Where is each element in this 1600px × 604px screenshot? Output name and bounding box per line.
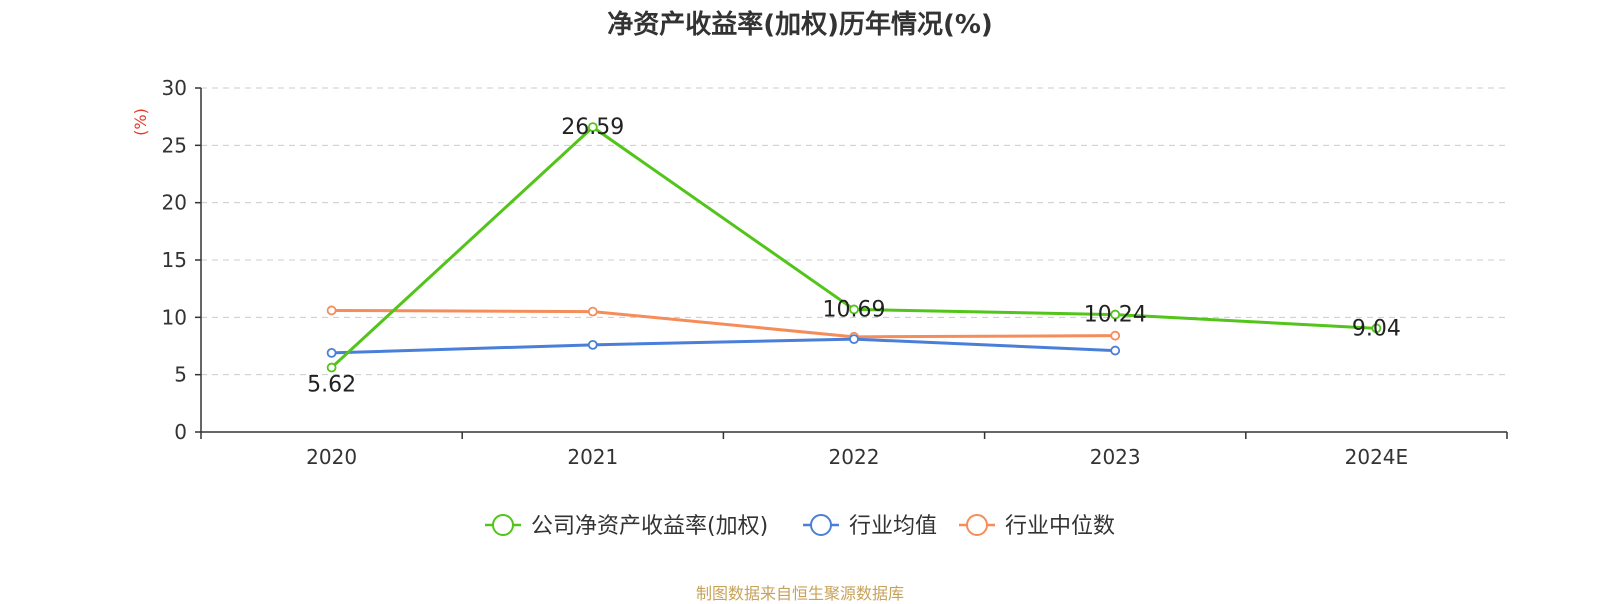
data-point[interactable] xyxy=(326,347,337,358)
y-tick-label: 15 xyxy=(162,248,187,272)
y-tick-label: 25 xyxy=(162,133,187,157)
series-line xyxy=(330,125,1377,369)
data-label: 26.59 xyxy=(561,115,624,140)
legend-label: 行业均值 xyxy=(849,514,937,539)
data-label: 10.69 xyxy=(823,297,886,322)
data-point[interactable] xyxy=(587,122,598,133)
data-label: 5.62 xyxy=(307,373,356,398)
data-point[interactable] xyxy=(849,304,859,315)
series-lines xyxy=(326,122,1382,373)
y-axis-unit-label: (%) xyxy=(131,108,150,136)
axes: 0 5 10 15 20 25 30 2020 2021 2022 2023 2024E xyxy=(162,76,1508,469)
y-tick-label: 20 xyxy=(162,191,187,215)
legend-marker-icon xyxy=(810,514,832,536)
y-tick-label: 10 xyxy=(162,305,187,329)
legend-label: 行业中位数 xyxy=(1005,514,1115,539)
data-labels: 5.62 26.59 10.69 10.24 9.04 xyxy=(307,115,1401,397)
legend-item[interactable]: 行业中位数 xyxy=(959,514,1115,539)
data-point[interactable] xyxy=(1110,309,1121,320)
y-tick-label: 0 xyxy=(174,420,187,444)
x-tick-label: 2023 xyxy=(1090,445,1141,469)
data-point[interactable] xyxy=(587,339,598,350)
x-tick-label: 2021 xyxy=(567,445,618,469)
legend-item[interactable]: 公司净资产收益率(加权) xyxy=(485,514,768,539)
data-point[interactable] xyxy=(587,306,598,317)
legend-item[interactable]: 行业均值 xyxy=(803,514,937,539)
x-tick-label: 2022 xyxy=(829,445,880,469)
source-note: 制图数据来自恒生聚源数据库 xyxy=(695,584,904,603)
legend: 公司净资产收益率(加权) 行业均值 行业中位数 xyxy=(485,514,1115,539)
data-point[interactable] xyxy=(326,305,337,316)
chart-title: 净资产收益率(加权)历年情况(%) xyxy=(607,10,993,40)
data-point[interactable] xyxy=(326,362,337,373)
data-label: 10.24 xyxy=(1084,303,1147,328)
legend-marker-icon xyxy=(492,514,514,536)
legend-label: 公司净资产收益率(加权) xyxy=(531,514,768,539)
data-point[interactable] xyxy=(1371,323,1382,334)
series-line xyxy=(331,337,1116,355)
y-tick-label: 5 xyxy=(174,363,187,387)
data-point[interactable] xyxy=(1110,345,1121,356)
y-tick-label: 30 xyxy=(162,76,187,100)
legend-marker-icon xyxy=(966,514,988,536)
x-tick-label: 2020 xyxy=(306,445,357,469)
data-point[interactable] xyxy=(849,334,859,345)
grid-lines xyxy=(201,87,1507,376)
x-tick-label: 2024E xyxy=(1345,445,1409,469)
data-label: 9.04 xyxy=(1352,316,1401,341)
data-point[interactable] xyxy=(1110,330,1121,341)
series-line xyxy=(331,308,1116,339)
